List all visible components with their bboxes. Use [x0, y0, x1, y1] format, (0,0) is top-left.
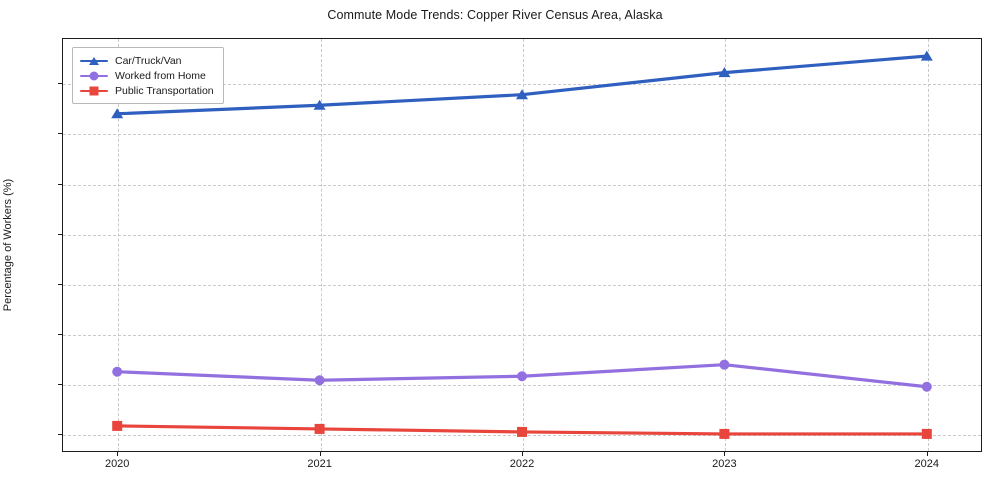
gridline-horizontal [63, 184, 981, 186]
y-tick-mark [58, 384, 62, 386]
x-tick-label: 2020 [104, 458, 130, 470]
x-tick-mark [724, 452, 726, 456]
legend-item-2[interactable]: Worked from Home [80, 68, 214, 83]
x-tick-label: 2021 [307, 458, 332, 470]
legend-swatch-icon [80, 69, 108, 83]
y-axis-label: Percentage of Workers (%) [2, 178, 14, 312]
chart-legend: Car/Truck/Van Worked from Home Public Tran… [72, 47, 224, 104]
chart-title: Commute Mode Trends: Copper River Census… [327, 8, 663, 22]
y-tick-mark [58, 133, 62, 135]
gridline-horizontal [63, 134, 981, 136]
y-tick-mark [58, 233, 62, 235]
legend-item-3[interactable]: Public Transportation [80, 83, 214, 98]
legend-item-1[interactable]: Car/Truck/Van [80, 53, 214, 68]
y-tick-mark [58, 434, 62, 436]
gridline-horizontal [63, 234, 981, 236]
gridline-vertical [523, 39, 524, 451]
x-tick-label: 2024 [914, 458, 940, 470]
gridline-horizontal [63, 435, 981, 437]
legend-swatch-icon [80, 54, 108, 68]
gridline-vertical [118, 39, 120, 451]
gridline-vertical [927, 39, 929, 451]
x-tick-mark [522, 452, 523, 456]
x-tick-label: 2023 [712, 458, 737, 470]
legend-label: Car/Truck/Van [115, 54, 182, 67]
gridline-horizontal [63, 335, 981, 337]
y-tick-mark [58, 283, 62, 285]
gridline-vertical [725, 39, 727, 451]
x-tick-label: 2022 [509, 458, 535, 470]
legend-swatch-icon [80, 84, 108, 98]
y-tick-mark [58, 334, 62, 336]
gridline-horizontal [63, 284, 981, 286]
x-tick-mark [319, 452, 321, 456]
x-tick-mark [117, 452, 119, 456]
y-tick-mark [58, 83, 62, 85]
gridline-vertical [320, 39, 322, 451]
gridline-horizontal [63, 385, 981, 387]
y-tick-mark [58, 183, 62, 185]
x-tick-mark [926, 452, 928, 456]
legend-label: Public Transportation [115, 84, 214, 97]
legend-label: Worked from Home [115, 69, 206, 82]
